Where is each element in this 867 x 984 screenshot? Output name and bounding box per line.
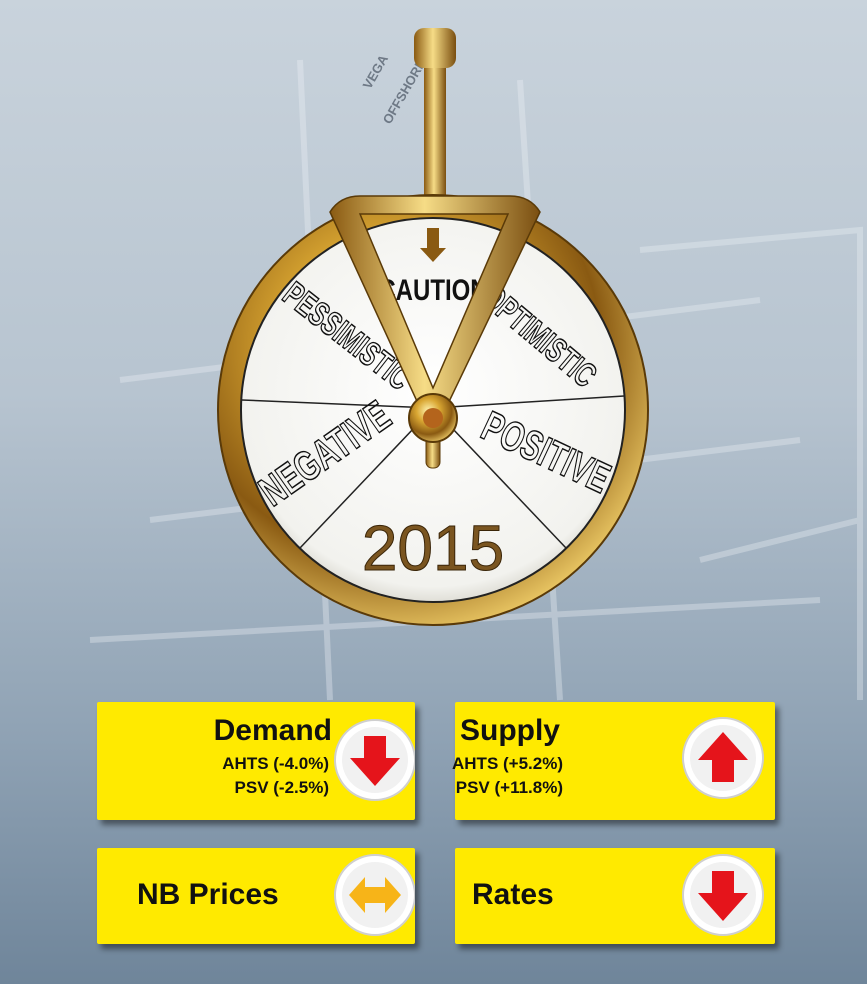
indicator-box: Rates <box>455 848 775 944</box>
indicator-title: Demand <box>214 714 332 748</box>
indicator-box: NB Prices <box>97 848 415 944</box>
indicator-box: Supply AHTS (+5.2%) PSV (+11.8%) <box>455 702 775 820</box>
indicator-title: Supply <box>460 714 560 748</box>
scene: VEGA OFFSHORE CAUTION PESSIMISTIC OPTIMI… <box>0 0 867 984</box>
indicator-box: Demand AHTS (-4.0%) PSV (-2.5%) <box>97 702 415 820</box>
indicator-title: Rates <box>472 878 554 912</box>
lever-handle <box>414 28 456 68</box>
ship-text: VEGA <box>360 52 392 92</box>
indicator-detail: AHTS (-4.0%) <box>222 754 329 774</box>
pivot-center <box>423 408 443 428</box>
dial-year: 2015 <box>362 512 504 584</box>
indicator-detail: AHTS (+5.2%) <box>452 754 563 774</box>
page: VEGA OFFSHORE CAUTION PESSIMISTIC OPTIMI… <box>0 0 867 984</box>
indicator-detail: PSV (-2.5%) <box>235 778 329 798</box>
indicator-title: NB Prices <box>137 878 279 912</box>
indicator-detail: PSV (+11.8%) <box>456 778 563 798</box>
